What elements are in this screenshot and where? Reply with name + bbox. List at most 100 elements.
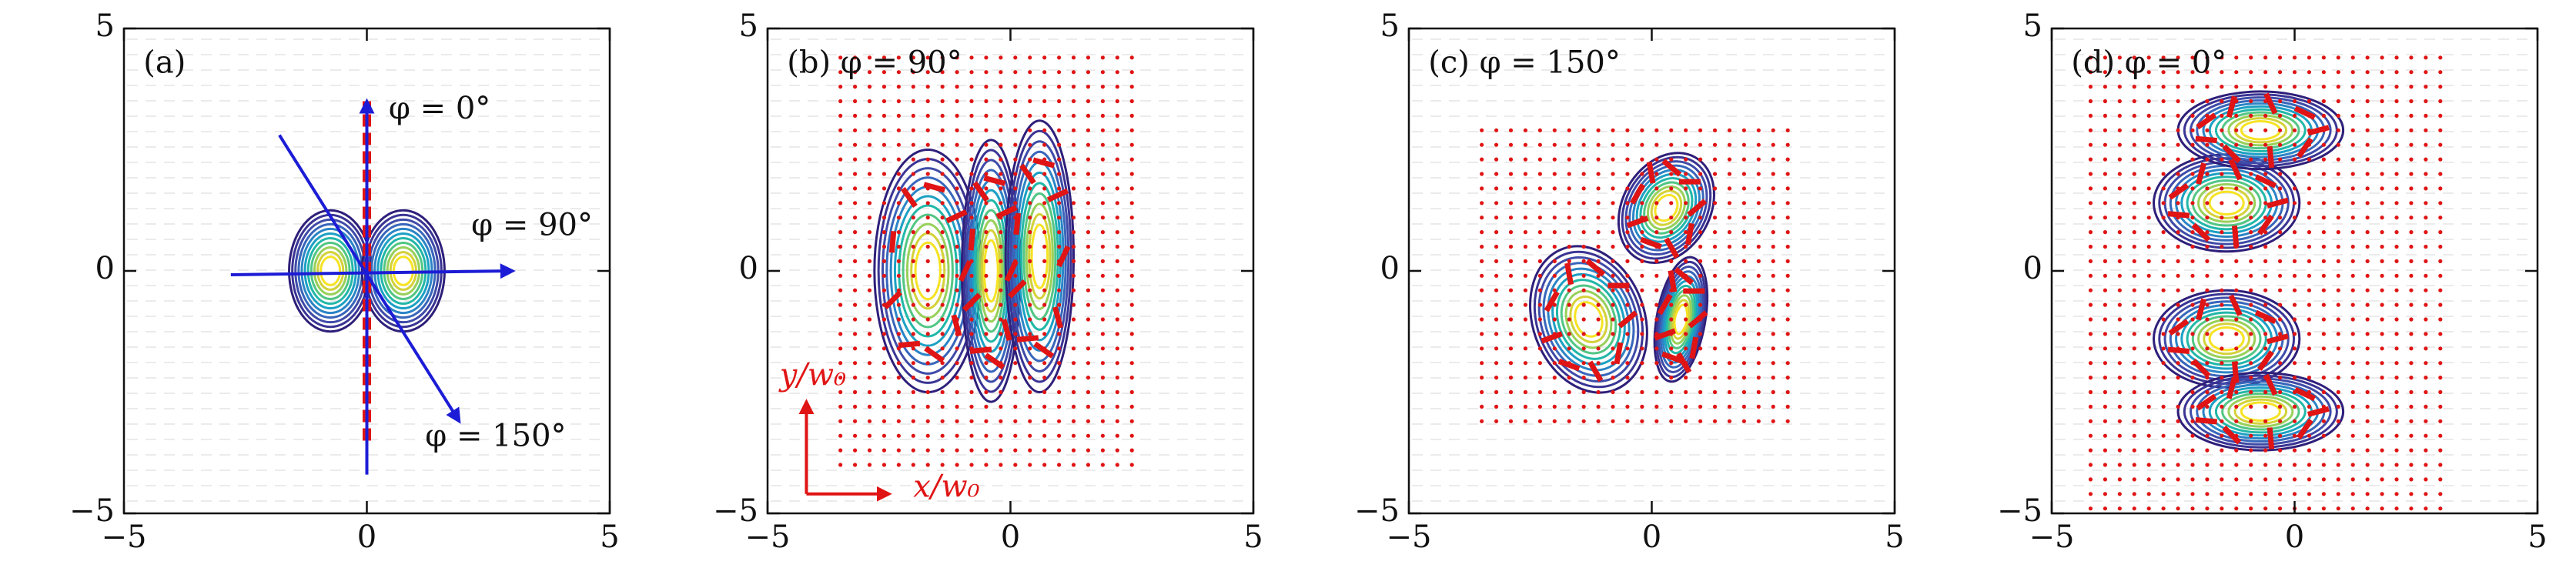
polarization-dot xyxy=(2365,70,2370,75)
polarization-dot xyxy=(1712,346,1718,351)
polarization-dot xyxy=(2307,361,2312,366)
polarization-dot xyxy=(2321,273,2326,278)
polarization-dot xyxy=(2263,433,2268,438)
polarization-dot xyxy=(2103,172,2108,176)
polarization-dot xyxy=(925,317,930,322)
polarization-dot xyxy=(1625,302,1630,307)
polarization-dot xyxy=(955,302,959,307)
polarization-dot xyxy=(2220,389,2224,395)
polarization-dot xyxy=(882,288,887,292)
polarization-dash xyxy=(983,175,1006,186)
polarization-dot xyxy=(1581,142,1586,147)
polarization-dot xyxy=(2161,361,2166,366)
contour-line xyxy=(1025,202,1054,310)
polarization-dot xyxy=(1129,230,1134,235)
polarization-dash xyxy=(2296,137,2313,159)
polarization-dot xyxy=(1042,302,1047,307)
polarization-dot xyxy=(1537,157,1542,162)
contour-line xyxy=(323,260,339,282)
polarization-dot xyxy=(2277,113,2283,118)
polarization-dot xyxy=(1129,172,1134,176)
polarization-dot xyxy=(1785,142,1790,147)
polarization-dot xyxy=(2277,216,2283,220)
polarization-dot xyxy=(999,463,1003,467)
polarization-dot xyxy=(984,85,989,89)
polarization-dot xyxy=(2424,128,2428,132)
polarization-dot xyxy=(2103,288,2108,292)
polarization-dot xyxy=(1727,288,1732,292)
polarization-dot xyxy=(2234,404,2239,409)
polarization-dot xyxy=(2394,404,2399,409)
polarization-dot xyxy=(2146,142,2151,147)
polarization-dot xyxy=(2365,230,2370,235)
polarization-dot xyxy=(2321,230,2326,235)
polarization-dot xyxy=(940,389,945,395)
polarization-dot xyxy=(2409,230,2414,235)
polarization-dot xyxy=(1057,463,1062,467)
polarization-dot xyxy=(867,302,872,307)
polarization-dot xyxy=(2190,55,2195,60)
polarization-dot xyxy=(1494,172,1499,176)
polarization-dot xyxy=(1771,376,1775,380)
polarization-dot xyxy=(896,463,901,467)
polarization-dot xyxy=(1625,404,1630,409)
contour-line xyxy=(985,249,997,293)
polarization-dot xyxy=(1086,463,1091,467)
polarization-dot xyxy=(2146,332,2151,336)
polarization-dot xyxy=(1625,419,1630,423)
polarization-dash xyxy=(2167,346,2190,354)
polarization-dot xyxy=(838,157,843,162)
contour-line xyxy=(2176,371,2345,452)
polarization-dot xyxy=(2161,433,2166,438)
polarization-dot xyxy=(2424,230,2428,235)
polarization-dot xyxy=(1028,273,1032,278)
polarization-dot xyxy=(1100,404,1105,409)
polarization-dot xyxy=(2438,99,2443,104)
contour-line xyxy=(2214,389,2307,434)
polarization-dot xyxy=(2146,128,2151,132)
polarization-dot xyxy=(867,216,872,220)
polarization-dot xyxy=(2409,201,2414,205)
polarization-dot xyxy=(2190,186,2195,191)
polarization-dot xyxy=(2350,55,2355,60)
polarization-dot xyxy=(2088,172,2093,176)
polarization-dot xyxy=(984,463,989,467)
polarization-dot xyxy=(2263,157,2268,162)
polarization-dot xyxy=(1669,346,1674,351)
polarization-dot xyxy=(1567,346,1571,351)
polarization-dot xyxy=(1771,404,1775,409)
polarization-dot xyxy=(2088,404,2093,409)
polarization-dot xyxy=(940,55,945,60)
polarization-dot xyxy=(2350,389,2355,395)
polarization-dot xyxy=(955,288,959,292)
panel: −5 0 5−505(b) φ = 90°y/w₀x/w₀ xyxy=(713,8,1263,555)
polarization-dot xyxy=(2380,302,2384,307)
polarization-dot xyxy=(1581,273,1586,278)
polarization-dot xyxy=(2365,317,2370,322)
polarization-dot xyxy=(2161,172,2166,176)
polarization-dot xyxy=(1042,55,1047,60)
polarization-dot xyxy=(2424,70,2428,75)
polarization-dot xyxy=(896,244,901,249)
polarization-dot xyxy=(2146,85,2151,89)
polarization-dot xyxy=(2336,317,2340,322)
polarization-dot xyxy=(1057,404,1062,409)
polarization-dot xyxy=(2277,55,2283,60)
polarization-dot xyxy=(1771,216,1775,220)
polarization-dot xyxy=(925,85,930,89)
contour-line xyxy=(1646,185,1686,231)
polarization-dot xyxy=(2132,288,2136,292)
polarization-dot xyxy=(2205,492,2210,496)
polarization-dot xyxy=(1756,288,1761,292)
polarization-dot xyxy=(2438,302,2443,307)
polarization-dot xyxy=(1654,288,1659,292)
polarization-dot xyxy=(2132,259,2136,263)
polarization-dot xyxy=(2365,404,2370,409)
polarization-dot xyxy=(1115,273,1119,278)
polarization-dot xyxy=(2350,157,2355,162)
polarization-dot xyxy=(911,273,915,278)
polarization-dot xyxy=(838,70,843,75)
polarization-dot xyxy=(1756,302,1761,307)
polarization-dot xyxy=(2380,201,2384,205)
polarization-dot xyxy=(1684,186,1688,191)
